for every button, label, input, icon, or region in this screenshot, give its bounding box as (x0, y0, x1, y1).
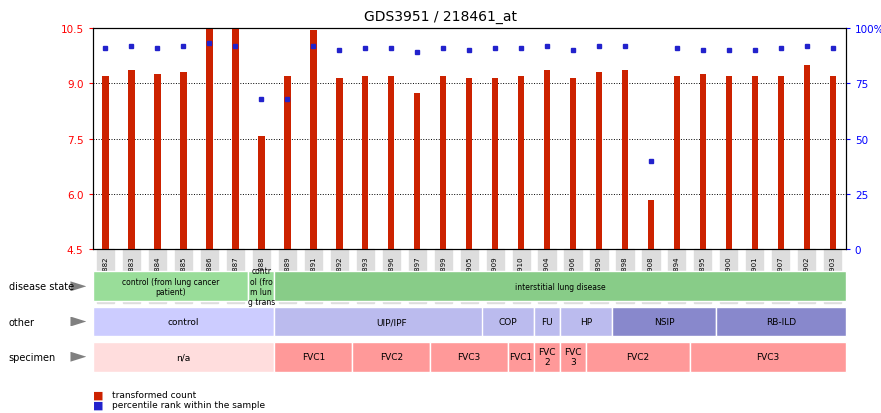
Bar (388, 77, 395, 250)
Bar (612, 307, 716, 337)
Bar (690, 342, 846, 372)
Bar (336, 78, 343, 250)
Bar (430, 342, 508, 372)
Text: FU: FU (541, 317, 553, 326)
Text: COP: COP (499, 317, 517, 326)
Text: NSIP: NSIP (654, 317, 674, 326)
Text: ■: ■ (93, 400, 103, 410)
Text: GDS3951 / 218461_at: GDS3951 / 218461_at (364, 10, 517, 24)
Bar (518, 77, 524, 250)
Text: FVC2: FVC2 (380, 352, 403, 361)
Bar (674, 77, 680, 250)
Bar (586, 342, 690, 372)
Bar (700, 75, 707, 250)
Bar (93, 307, 274, 337)
Bar (93, 272, 248, 301)
Bar (414, 93, 420, 250)
Bar (534, 307, 560, 337)
Text: control (from lung cancer
patient): control (from lung cancer patient) (122, 277, 219, 296)
Bar (258, 136, 264, 250)
Bar (596, 73, 603, 250)
Bar (716, 307, 846, 337)
Polygon shape (70, 282, 86, 292)
Bar (274, 272, 846, 301)
Bar (232, 30, 239, 250)
Bar (560, 342, 586, 372)
Text: FVC2: FVC2 (626, 352, 649, 361)
Polygon shape (70, 317, 86, 327)
Text: FVC
2: FVC 2 (538, 347, 556, 366)
Bar (274, 307, 508, 337)
Text: other: other (9, 317, 35, 327)
Bar (560, 307, 612, 337)
Bar (466, 78, 472, 250)
Bar (648, 200, 655, 250)
Bar (803, 66, 810, 250)
Text: FVC3: FVC3 (457, 352, 481, 361)
Text: UIP/IPF: UIP/IPF (376, 317, 406, 326)
Bar (830, 77, 836, 250)
Bar (274, 342, 352, 372)
Text: FVC1: FVC1 (301, 352, 325, 361)
Text: transformed count: transformed count (112, 390, 196, 399)
Text: FVC
3: FVC 3 (564, 347, 581, 366)
Text: control: control (167, 317, 199, 326)
Text: n/a: n/a (176, 352, 190, 361)
Bar (508, 342, 534, 372)
Bar (482, 307, 534, 337)
Bar (284, 77, 291, 250)
Text: FVC1: FVC1 (509, 352, 533, 361)
Bar (622, 71, 628, 250)
Bar (310, 31, 316, 250)
Polygon shape (70, 352, 86, 362)
Text: ■: ■ (93, 389, 103, 399)
Bar (534, 342, 560, 372)
Text: interstitial lung disease: interstitial lung disease (515, 282, 605, 291)
Bar (570, 78, 576, 250)
Bar (93, 342, 274, 372)
Bar (440, 77, 447, 250)
Bar (352, 342, 430, 372)
Bar (102, 77, 108, 250)
Bar (129, 71, 135, 250)
Bar (248, 272, 274, 301)
Text: RB-ILD: RB-ILD (766, 317, 796, 326)
Bar (206, 29, 212, 250)
Bar (154, 75, 160, 250)
Text: FVC3: FVC3 (756, 352, 780, 361)
Bar (362, 77, 368, 250)
Bar (492, 78, 499, 250)
Text: contr
ol (fro
m lun
g trans: contr ol (fro m lun g trans (248, 266, 275, 307)
Text: percentile rank within the sample: percentile rank within the sample (112, 400, 265, 409)
Bar (751, 77, 758, 250)
Text: specimen: specimen (9, 352, 56, 362)
Bar (544, 71, 551, 250)
Bar (726, 77, 732, 250)
Bar (181, 73, 187, 250)
Text: disease state: disease state (9, 282, 74, 292)
Bar (778, 77, 784, 250)
Text: HP: HP (580, 317, 592, 326)
